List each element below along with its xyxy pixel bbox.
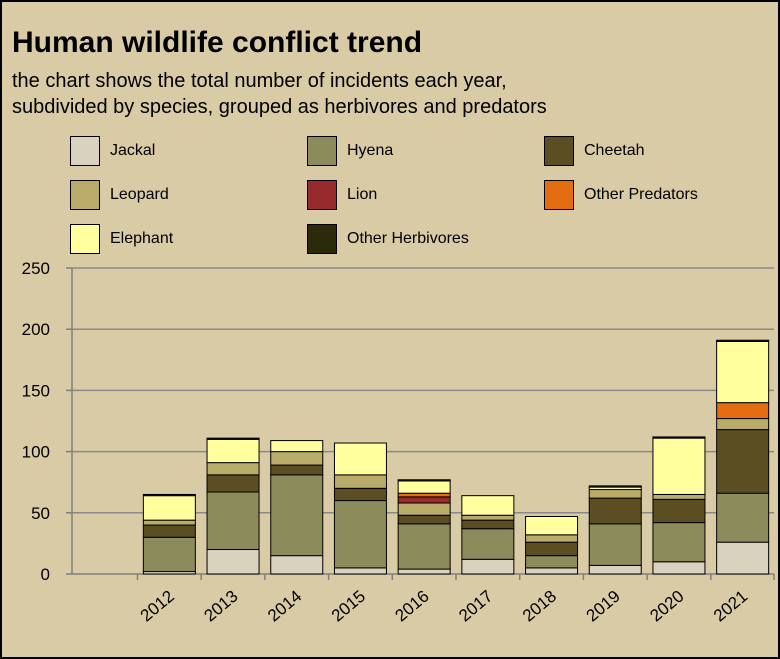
x-tick-label: 2016 <box>392 587 433 626</box>
y-tick-label: 200 <box>22 320 50 339</box>
bar-elephant-2013 <box>206 438 260 464</box>
bar-hyena-2020 <box>652 522 706 563</box>
bar-hyena-2021 <box>716 492 770 543</box>
legend-swatch <box>544 136 574 166</box>
bar-jackal-2016 <box>397 568 451 575</box>
bar-cheetah-2014 <box>270 464 324 476</box>
legend-swatch <box>307 224 337 254</box>
x-tick-label: 2019 <box>583 587 624 626</box>
legend-swatch <box>544 180 574 210</box>
legend-label: Elephant <box>110 230 174 247</box>
bar-jackal-2019 <box>588 564 642 575</box>
chart-title: Human wildlife conflict trend <box>12 26 423 59</box>
bar-other-predators-2021 <box>716 402 770 420</box>
bar-leopard-2020 <box>652 493 706 500</box>
bar-cheetah-2013 <box>206 474 260 493</box>
bar-leopard-2014 <box>270 451 324 466</box>
x-tick-label: 2015 <box>328 587 369 626</box>
legend-swatch <box>307 136 337 166</box>
bar-cheetah-2021 <box>716 429 770 494</box>
legend-swatch <box>70 136 100 166</box>
legend-label: Jackal <box>110 142 156 159</box>
bar-leopard-2012 <box>142 519 196 526</box>
bar-cheetah-2016 <box>397 514 451 525</box>
bar-leopard-2015 <box>333 474 387 489</box>
bar-other-herbivores-2012 <box>142 493 196 497</box>
bar-other-herbivores-2021 <box>716 339 770 342</box>
bar-cheetah-2019 <box>588 497 642 525</box>
bar-elephant-2014 <box>270 440 324 453</box>
bar-other-herbivores-2013 <box>206 437 260 440</box>
bar-elephant-2020 <box>652 437 706 495</box>
bar-lion-2016 <box>397 496 451 504</box>
bar-elephant-2015 <box>333 442 387 476</box>
x-tick-label: 2013 <box>200 587 241 626</box>
bar-cheetah-2018 <box>525 541 579 557</box>
x-tick-label: 2018 <box>519 587 560 626</box>
bar-hyena-2018 <box>525 555 579 569</box>
bar-other-herbivores-2016 <box>397 479 451 482</box>
legend-swatch <box>70 180 100 210</box>
bar-jackal-2018 <box>525 567 579 575</box>
legend-swatch <box>70 224 100 254</box>
y-tick-label: 50 <box>31 504 50 523</box>
bar-cheetah-2012 <box>142 524 196 538</box>
bar-hyena-2017 <box>461 528 515 560</box>
bar-jackal-2014 <box>270 555 324 575</box>
bar-hyena-2019 <box>588 523 642 566</box>
bar-jackal-2020 <box>652 561 706 575</box>
bar-cheetah-2017 <box>461 519 515 530</box>
x-tick-label: 2012 <box>137 587 178 626</box>
bar-elephant-2017 <box>461 495 515 516</box>
bar-leopard-2019 <box>588 489 642 499</box>
legend-label: Hyena <box>347 142 394 159</box>
bar-leopard-2016 <box>397 502 451 516</box>
legend-label: Other Herbivores <box>347 230 469 247</box>
bar-jackal-2013 <box>206 549 260 575</box>
x-tick-label: 2017 <box>455 587 496 626</box>
x-tick-label: 2020 <box>646 587 687 626</box>
legend-label: Cheetah <box>584 142 645 159</box>
bar-jackal-2017 <box>461 558 515 575</box>
x-tick-label: 2014 <box>264 587 305 626</box>
y-tick-label: 0 <box>41 565 50 584</box>
bar-hyena-2014 <box>270 474 324 557</box>
legend-label: Lion <box>347 186 378 203</box>
bar-hyena-2016 <box>397 523 451 570</box>
chart-subtitle-line-1: the chart shows the total number of inci… <box>12 70 507 92</box>
bar-other-herbivores-2020 <box>652 436 706 439</box>
bar-other-predators-2016 <box>397 492 451 498</box>
y-tick-label: 150 <box>22 381 50 400</box>
legend-swatch <box>307 180 337 210</box>
chart-subtitle-line-2: subdivided by species, grouped as herbiv… <box>12 96 547 118</box>
bar-jackal-2015 <box>333 567 387 575</box>
bar-elephant-2018 <box>525 515 579 536</box>
bar-elephant-2012 <box>142 495 196 521</box>
bar-jackal-2021 <box>716 541 770 575</box>
bar-hyena-2015 <box>333 500 387 569</box>
bar-leopard-2017 <box>461 514 515 521</box>
bar-hyena-2012 <box>142 536 196 573</box>
bar-hyena-2013 <box>206 491 260 551</box>
bar-leopard-2018 <box>525 534 579 543</box>
bar-elephant-2016 <box>397 480 451 494</box>
x-tick-label: 2021 <box>710 587 751 626</box>
bar-cheetah-2015 <box>333 487 387 502</box>
bar-elephant-2021 <box>716 340 770 404</box>
bar-leopard-2021 <box>716 418 770 431</box>
bar-leopard-2013 <box>206 462 260 476</box>
bar-cheetah-2020 <box>652 498 706 524</box>
legend-label: Other Predators <box>584 186 698 203</box>
bar-other-herbivores-2019 <box>588 485 642 488</box>
y-tick-label: 250 <box>22 259 50 278</box>
legend-label: Leopard <box>110 186 169 203</box>
y-tick-label: 100 <box>22 443 50 462</box>
